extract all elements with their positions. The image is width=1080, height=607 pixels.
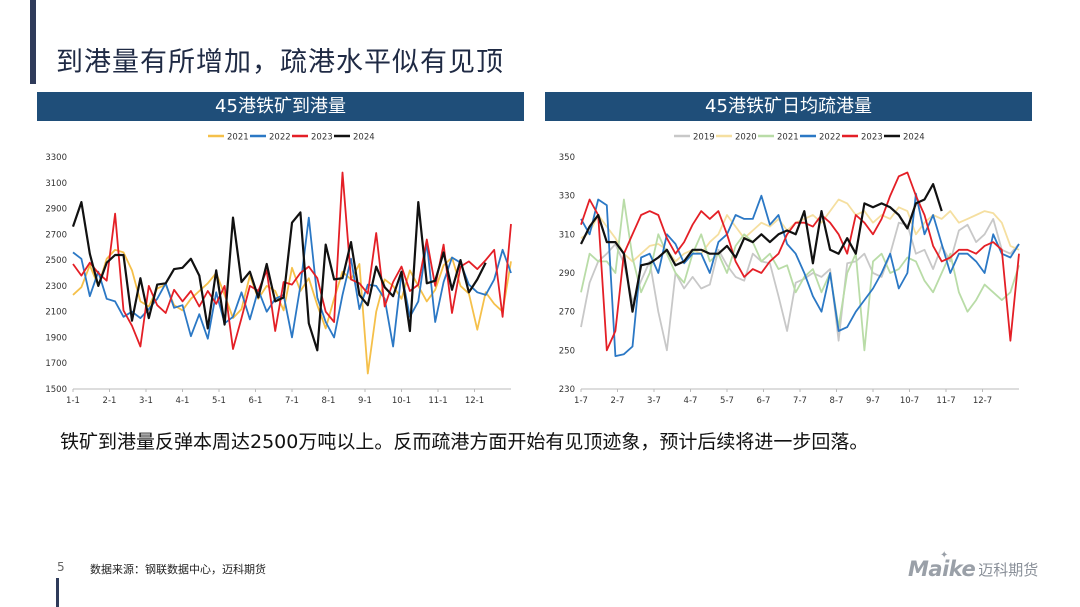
- x-tick-label: 8-1: [322, 396, 336, 406]
- y-tick-label: 1900: [45, 333, 67, 343]
- x-tick-label: 10-1: [392, 396, 411, 406]
- y-tick-label: 290: [559, 269, 575, 279]
- chart-arrivals: 2021 2022 2023 2024 1500 1700 1900 2100 2300 2500…: [45, 133, 512, 406]
- logo-chinese-name: 迈科期货: [978, 560, 1039, 579]
- x-tick-label: 3-1: [139, 396, 153, 406]
- legend-label-2022: 2022: [819, 133, 841, 143]
- x-tick-label: 1-1: [66, 396, 80, 406]
- x-tick-label: 12-7: [973, 396, 992, 406]
- y-tick-label: 330: [559, 192, 575, 202]
- x-tick-label: 2-7: [611, 396, 625, 406]
- series-line-2019: [580, 218, 1020, 352]
- y-tick-label: 250: [559, 346, 575, 356]
- x-tick-label: 8-7: [830, 396, 844, 406]
- series-line-2024: [580, 182, 943, 313]
- series-line-2021: [72, 248, 512, 375]
- logo-wordmark: Maike: [908, 557, 976, 581]
- chart-panel-arrivals: 45港铁矿到港量 2021 2022 2023 2024 1500 1700 1900 210…: [37, 92, 524, 411]
- x-tick-label: 5-1: [212, 396, 226, 406]
- x-tick-label: 9-1: [358, 396, 372, 406]
- x-tick-label: 6-1: [249, 396, 263, 406]
- y-tick-label: 2700: [45, 230, 67, 240]
- x-tick-label: 7-7: [793, 396, 807, 406]
- y-tick-label: 1500: [45, 385, 67, 395]
- x-tick-label: 2-1: [103, 396, 117, 406]
- y-tick-label: 2900: [45, 205, 67, 215]
- x-tick-label: 1-7: [574, 396, 588, 406]
- y-tick-label: 350: [559, 153, 575, 163]
- summary-text: 铁矿到港量反弹本周达2500万吨以上。反而疏港方面开始有见顶迹象，预计后续将进一…: [60, 431, 869, 453]
- x-tick-label: 12-1: [465, 396, 484, 406]
- x-tick-label: 9-7: [866, 396, 880, 406]
- y-tick-label: 270: [559, 308, 575, 318]
- x-tick-label: 3-7: [647, 396, 661, 406]
- page-number: 5: [57, 560, 65, 574]
- chart-panel-dispatch: 45港铁矿日均疏港量 2019 2020 2021 2022 2023 2024 230 25…: [545, 92, 1032, 411]
- y-tick-label: 3100: [45, 179, 67, 189]
- legend-label-2019: 2019: [693, 133, 715, 143]
- legend-label-2022: 2022: [269, 133, 291, 143]
- y-tick-label: 2100: [45, 308, 67, 318]
- legend-label-2023: 2023: [861, 133, 883, 143]
- page-title: 到港量有所增加，疏港水平似有见顶: [56, 47, 504, 78]
- company-logo: ✦ Maike 迈科期货: [908, 550, 1039, 582]
- y-tick-label: 3300: [45, 153, 67, 163]
- x-tick-label: 5-7: [720, 396, 734, 406]
- x-tick-label: 7-1: [285, 396, 299, 406]
- legend-label-2021: 2021: [227, 133, 249, 143]
- chart-title-dispatch: 45港铁矿日均疏港量: [545, 92, 1032, 121]
- legend-label-2024: 2024: [903, 133, 925, 143]
- y-tick-label: 310: [559, 230, 575, 240]
- logo-mark-icon: ✦: [940, 550, 949, 561]
- legend-label-2023: 2023: [311, 133, 333, 143]
- x-tick-label: 6-7: [757, 396, 771, 406]
- x-tick-label: 4-1: [176, 396, 190, 406]
- y-tick-label: 1700: [45, 359, 67, 369]
- y-tick-label: 2500: [45, 256, 67, 266]
- x-tick-label: 4-7: [684, 396, 698, 406]
- x-tick-label: 10-7: [900, 396, 919, 406]
- chart-title-arrivals: 45港铁矿到港量: [37, 92, 524, 121]
- series-line-2022: [580, 192, 1020, 358]
- y-tick-label: 230: [559, 385, 575, 395]
- x-tick-label: 11-1: [428, 396, 447, 406]
- x-tick-label: 11-7: [936, 396, 955, 406]
- legend-label-2020: 2020: [735, 133, 757, 143]
- series-line-2021: [580, 198, 1020, 352]
- legend-label-2021: 2021: [777, 133, 799, 143]
- chart-dispatch: 2019 2020 2021 2022 2023 2024 230 250 270 290 310 3…: [559, 133, 1020, 406]
- legend-label-2024: 2024: [353, 133, 375, 143]
- data-source: 数据来源：钢联数据中心，迈科期货: [90, 563, 266, 576]
- series-line-2024: [71, 200, 487, 352]
- y-tick-label: 2300: [45, 282, 67, 292]
- accent-bar-top: [30, 0, 36, 84]
- accent-bar-bottom: [56, 578, 59, 607]
